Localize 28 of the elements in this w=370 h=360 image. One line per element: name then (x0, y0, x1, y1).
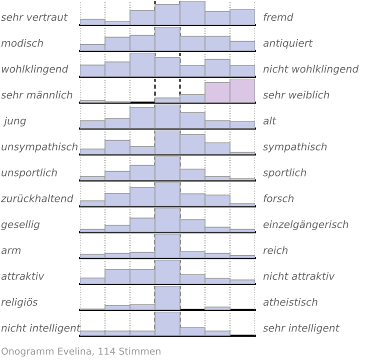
y2-axis-title: fremd (264, 13, 294, 21)
y2-axis-title: forsch (264, 194, 294, 202)
y2-axis-title: sportlich (263, 168, 306, 178)
y-axis-title: wohlklingend (2, 64, 68, 75)
y-axis-title: unsportlich (2, 168, 57, 178)
bar (204, 306, 230, 310)
y-axis-title: arm (1, 248, 21, 254)
y-axis-title: sehr vertraut (1, 13, 68, 21)
y-axis-title: unsympathisch (2, 142, 78, 152)
text: Onogramm Evelina, 114 Stimmen (2, 347, 160, 357)
y-axis-title: gesellig (1, 220, 40, 230)
y-axis-title: attraktiv (1, 272, 44, 280)
y-axis-title: zurückhaltend (0, 194, 74, 202)
y2-axis-title: atheistisch (263, 298, 318, 306)
y-axis-title: modisch (1, 38, 43, 47)
y-axis-title: nicht intelligent (1, 324, 81, 334)
y2-axis-title: nicht wohlklingend (263, 64, 359, 75)
y2-axis-title: einzelgängerisch (263, 220, 348, 230)
y2-axis-title: antiquiert (263, 38, 313, 49)
y2-axis-title: sehr intelligent (263, 324, 340, 334)
y2-axis-title: alt (263, 116, 276, 125)
y2-axis-title: sympathisch (263, 142, 327, 152)
y-axis-title: sehr männlich (1, 90, 72, 99)
y2-axis-title: reich (263, 246, 288, 254)
y-axis-title: jung (3, 116, 26, 127)
y-axis-title: religiös (1, 298, 38, 308)
y2-axis-title: nicht attraktiv (263, 272, 335, 280)
y2-axis-title: sehr weiblich (263, 90, 330, 99)
